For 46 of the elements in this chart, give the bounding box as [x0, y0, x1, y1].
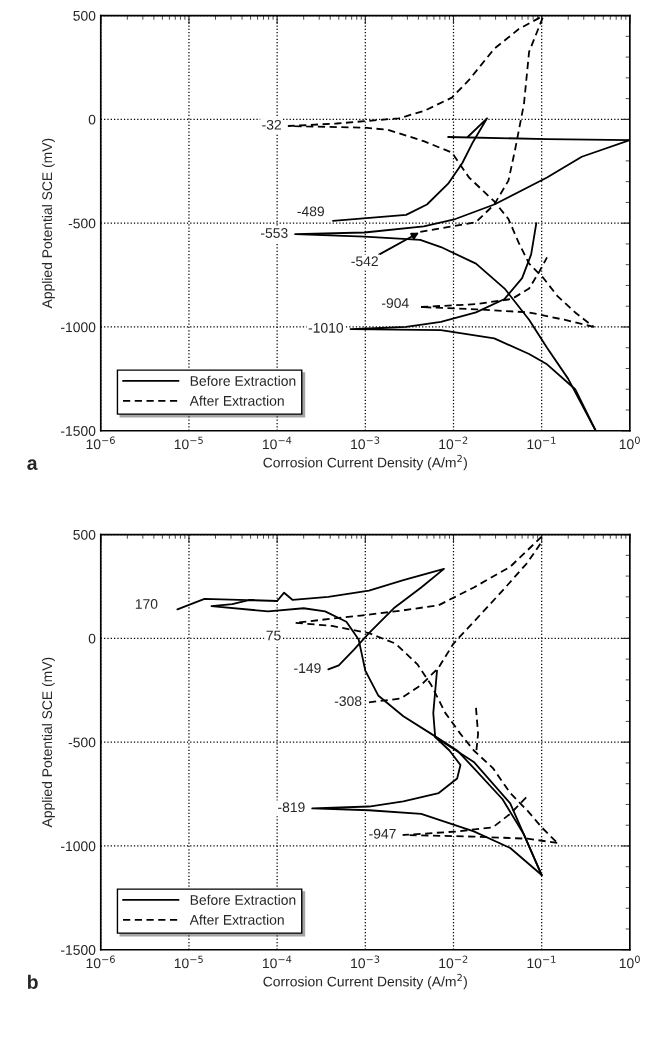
y-tick-label: -1000 — [61, 322, 96, 333]
x-tick-label: 10$^{−6}$ — [86, 436, 115, 450]
y-tick-label: 500 — [73, 529, 96, 540]
legend-label: After Extraction — [189, 914, 284, 925]
annotation: -1010 — [308, 322, 344, 333]
x-tick-label: 10$^{−4}$ — [262, 436, 292, 450]
y-tick-label: -500 — [68, 737, 96, 748]
annotation: -308 — [334, 696, 362, 707]
annotation: -542 — [351, 256, 378, 267]
annotation: 170 — [135, 599, 158, 609]
text: b — [27, 974, 38, 989]
x-tick-label: 10$^{−1}$ — [527, 436, 556, 450]
x-tick-label: 10$^{−3}$ — [351, 436, 380, 450]
x-axis-title: Corrosion Current Density (A/m$^{2}$) — [263, 454, 467, 471]
x-tick-label: 10$^{−2}$ — [439, 955, 468, 969]
x-tick-label: 10$^{−3}$ — [351, 955, 380, 969]
y-tick-label: -500 — [68, 218, 96, 229]
annotation: -32 — [262, 119, 281, 130]
x-tick-label: 10$^{−5}$ — [174, 436, 203, 450]
x-tick-label: 10$^{−6}$ — [86, 955, 115, 969]
x-tick-label: 10$^{0}$ — [619, 436, 640, 450]
y-axis-title: Applied Potential SCE (mV) — [41, 138, 55, 309]
y-tick-label: -1000 — [61, 841, 96, 852]
x-tick-label: 10$^{−4}$ — [262, 955, 292, 969]
text: a — [27, 459, 38, 470]
annotation: 75 — [266, 630, 281, 641]
annotation: -489 — [297, 206, 324, 217]
y-tick-label: -1500 — [61, 426, 96, 436]
annotation: -553 — [261, 228, 288, 238]
legend-label: Before Extraction — [190, 894, 296, 905]
x-tick-label: 10$^{−2}$ — [439, 436, 468, 450]
x-axis-title: Corrosion Current Density (A/m$^{2}$) — [263, 973, 467, 990]
x-tick-label: 10$^{0}$ — [619, 955, 640, 969]
x-tick-label: 10$^{−5}$ — [174, 955, 203, 969]
y-tick-label: 500 — [73, 10, 96, 21]
y-tick-label: 0 — [88, 633, 96, 644]
y-tick-label: 0 — [88, 114, 96, 125]
x-tick-label: 10$^{−1}$ — [527, 955, 556, 969]
y-tick-label: -1500 — [61, 945, 96, 955]
y-axis-title: Applied Potential SCE (mV) — [41, 657, 55, 828]
annotation: -149 — [294, 663, 321, 674]
annotation: -819 — [278, 802, 305, 813]
annotation: -947 — [369, 828, 396, 839]
legend-label: After Extraction — [189, 395, 284, 406]
annotation: -904 — [381, 298, 409, 308]
legend-label: Before Extraction — [190, 375, 296, 386]
